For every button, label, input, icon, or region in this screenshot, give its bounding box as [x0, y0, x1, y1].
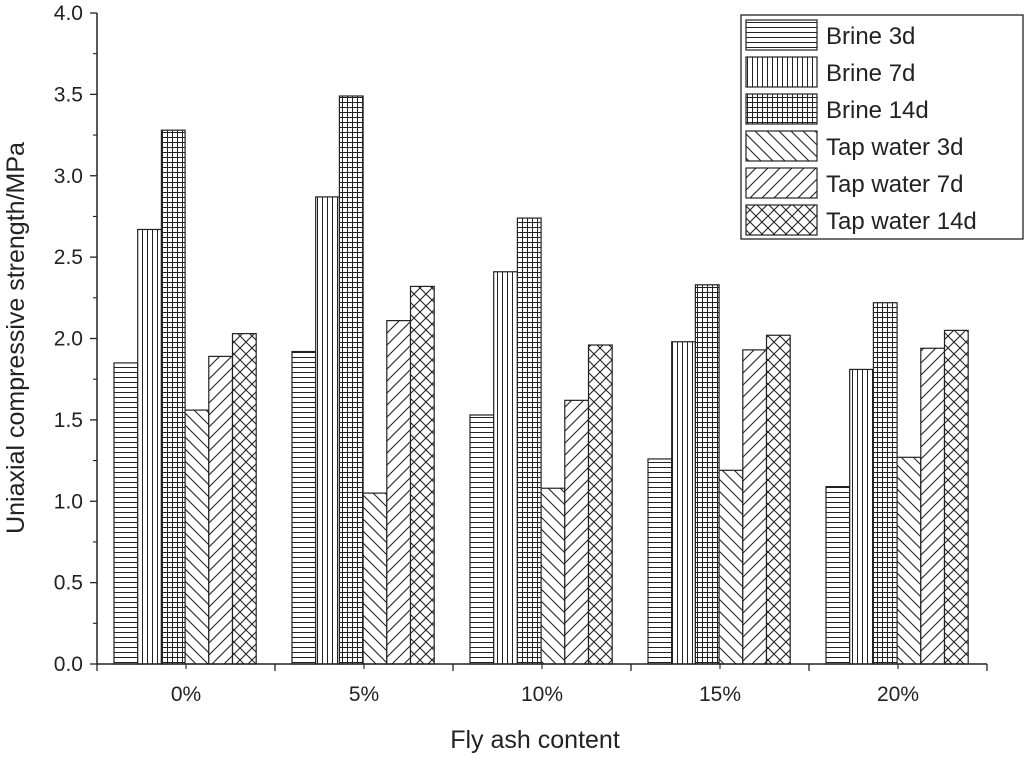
bar-brine-14d-15pct	[694, 284, 720, 665]
bar-tap-water-14d-10pct	[587, 344, 613, 665]
legend-label: Brine 14d	[826, 97, 929, 124]
legend-label: Tap water 7d	[826, 171, 963, 198]
axes-layer	[90, 12, 988, 671]
bar-brine-3d-20pct	[825, 486, 851, 665]
y-tick-label: 3.5	[54, 83, 83, 106]
bar-tap-water-3d-5pct	[362, 492, 388, 665]
y-tick-label: 0.0	[54, 653, 83, 676]
bar-tap-water-3d-10pct	[540, 487, 566, 665]
legend-swatch	[745, 167, 818, 199]
bar-brine-3d-10pct	[469, 414, 495, 665]
legend-label: Brine 3d	[826, 23, 915, 50]
y-tick-label: 0.5	[54, 572, 83, 595]
bar-brine-14d-5pct	[338, 95, 364, 665]
legend-swatch	[745, 56, 818, 88]
x-tick-label: 20%	[877, 683, 919, 706]
bar-brine-14d-10pct	[516, 217, 542, 665]
bar-brine-3d-15pct	[647, 458, 673, 665]
bar-tap-water-14d-15pct	[765, 334, 791, 665]
bar-brine-7d-15pct	[671, 341, 697, 665]
bar-tap-water-7d-10pct	[564, 399, 590, 665]
x-tick-label: 0%	[171, 683, 201, 706]
bar-brine-3d-0pct	[113, 362, 139, 665]
legend-label: Brine 7d	[826, 60, 915, 87]
bar-brine-14d-20pct	[872, 302, 898, 665]
legend-label: Tap water 14d	[826, 208, 977, 235]
bar-brine-7d-10pct	[493, 271, 519, 665]
x-tick-label: 15%	[699, 683, 741, 706]
bar-tap-water-3d-20pct	[896, 456, 922, 665]
y-tick-labels: 0.0 0.5 1.0 1.5 2.0 2.5 3.0 3.5 4.0	[54, 2, 83, 676]
y-tick-label: 1.0	[54, 490, 83, 513]
legend-swatch	[745, 19, 818, 51]
bar-tap-water-7d-0pct	[208, 355, 234, 665]
y-axis-title: Uniaxial compressive strength/MPa	[2, 142, 30, 534]
bar-tap-water-14d-0pct	[231, 333, 257, 665]
legend-frame	[740, 14, 1024, 240]
y-tick-label: 4.0	[54, 2, 83, 25]
x-axis-title: Fly ash content	[450, 726, 620, 754]
y-tick-label: 1.5	[54, 409, 83, 432]
legend-label: Tap water 3d	[826, 134, 963, 161]
bar-brine-7d-20pct	[849, 368, 875, 665]
bar-brine-3d-5pct	[291, 350, 317, 665]
x-tick-label: 10%	[521, 683, 563, 706]
y-tick-label: 2.0	[54, 328, 83, 351]
y-tick-label: 2.5	[54, 246, 83, 269]
bar-brine-14d-0pct	[160, 129, 186, 665]
bar-tap-water-14d-20pct	[943, 329, 969, 665]
legend: Brine 3d Brine 7d Brine 14d Tap water 3d Tap…	[740, 14, 1024, 240]
legend-swatch	[745, 130, 818, 162]
x-tick-label: 5%	[349, 683, 379, 706]
bar-brine-7d-5pct	[315, 196, 341, 665]
bar-tap-water-14d-5pct	[409, 285, 435, 665]
y-tick-label: 3.0	[54, 165, 83, 188]
legend-swatch	[745, 93, 818, 125]
bar-tap-water-3d-15pct	[718, 469, 744, 665]
bar-tap-water-7d-20pct	[920, 347, 946, 665]
bar-tap-water-3d-0pct	[184, 409, 210, 665]
bar-tap-water-7d-15pct	[742, 349, 768, 665]
bar-tap-water-7d-5pct	[386, 320, 412, 665]
legend-swatch	[745, 204, 818, 236]
bar-brine-7d-0pct	[137, 228, 162, 665]
x-tick-labels: 0% 5% 10% 15% 20%	[171, 683, 919, 706]
bars-layer	[113, 95, 969, 665]
